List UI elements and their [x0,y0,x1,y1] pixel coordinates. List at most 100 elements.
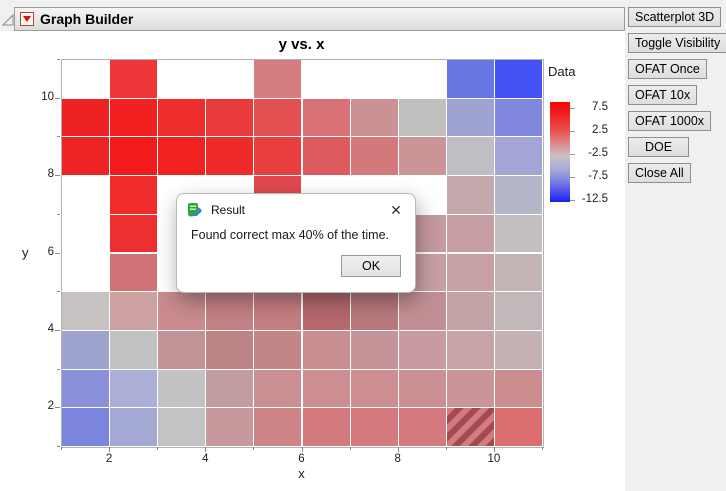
heatmap-cell[interactable] [350,369,398,408]
button-scatterplot-3d[interactable]: Scatterplot 3D [628,7,722,27]
red-triangle-menu-button[interactable] [20,12,34,26]
heatmap-cell[interactable] [62,330,110,369]
heatmap-cell[interactable] [302,137,350,176]
heatmap-cell[interactable] [446,253,494,292]
heatmap-cell[interactable] [494,214,542,253]
close-icon[interactable]: ✕ [390,202,402,218]
heatmap-cell[interactable] [110,214,158,253]
heatmap-cell[interactable] [110,369,158,408]
heatmap-cell[interactable] [494,330,542,369]
heatmap-cell[interactable] [62,369,110,408]
heatmap-cell[interactable] [302,369,350,408]
heatmap-cell[interactable] [206,369,254,408]
button-ofat-1000x[interactable]: OFAT 1000x [628,111,712,131]
heatmap-cell[interactable] [254,137,302,176]
heatmap-cell[interactable] [398,98,446,137]
heatmap-cell[interactable] [446,330,494,369]
heatmap-cell[interactable] [302,408,350,446]
heatmap-cell[interactable] [398,330,446,369]
heatmap-cell[interactable] [350,408,398,446]
heatmap-cell[interactable] [302,60,350,98]
heatmap-cell[interactable] [446,137,494,176]
heatmap-cell[interactable] [254,408,302,446]
y-tick-label: 4 [47,322,54,335]
heatmap-cell[interactable] [494,369,542,408]
heatmap-cell[interactable] [350,330,398,369]
heatmap-cell[interactable] [110,408,158,446]
legend-tick [570,154,575,155]
heatmap-cell[interactable] [446,176,494,214]
heatmap-cell[interactable] [110,137,158,176]
heatmap-cell[interactable] [158,292,206,330]
outline-collapse-icon[interactable] [2,12,14,26]
heatmap-cell[interactable] [110,253,158,292]
heatmap-cell[interactable] [494,137,542,176]
heatmap-cell[interactable] [62,253,110,292]
heatmap-cell[interactable] [494,408,542,446]
outline-title-bar[interactable]: Graph Builder [14,7,625,31]
heatmap-cell[interactable] [206,408,254,446]
heatmap-cell[interactable] [254,369,302,408]
heatmap-cell[interactable] [62,214,110,253]
heatmap-cell[interactable] [446,214,494,253]
heatmap-cell[interactable] [446,98,494,137]
heatmap-cell[interactable] [62,176,110,214]
heatmap-cell[interactable] [110,330,158,369]
heatmap-cell[interactable] [158,60,206,98]
heatmap-cell[interactable] [350,137,398,176]
button-toggle-visibility[interactable]: Toggle Visibility [628,33,726,53]
heatmap-cell[interactable] [350,60,398,98]
heatmap-cell[interactable] [110,98,158,137]
heatmap-cell[interactable] [158,137,206,176]
heatmap-cell[interactable] [62,60,110,98]
heatmap-cell[interactable] [446,292,494,330]
heatmap-cell[interactable] [446,369,494,408]
button-doe[interactable]: DOE [628,137,690,157]
button-ofat-10x[interactable]: OFAT 10x [628,85,698,105]
heatmap-cell[interactable] [302,98,350,137]
heatmap-cell[interactable] [254,330,302,369]
heatmap-cell[interactable] [158,408,206,446]
heatmap-cell[interactable] [254,292,302,330]
result-dialog-titlebar[interactable]: Result ✕ [177,194,415,224]
heatmap-cell[interactable] [158,369,206,408]
heatmap-cell[interactable] [494,98,542,137]
heatmap-cell[interactable] [62,98,110,137]
heatmap-cell[interactable] [494,60,542,98]
heatmap-cell[interactable] [110,292,158,330]
heatmap-cell[interactable] [398,137,446,176]
heatmap-cell[interactable] [62,137,110,176]
heatmap-cell[interactable] [206,60,254,98]
heatmap-cell[interactable] [398,292,446,330]
button-ofat-once[interactable]: OFAT Once [628,59,707,79]
ok-button[interactable]: OK [341,255,401,277]
legend-tick [570,108,575,109]
heatmap-cell[interactable] [494,253,542,292]
heatmap-cell[interactable] [206,292,254,330]
heatmap-cell[interactable] [494,176,542,214]
heatmap-cell-highlighted[interactable] [446,408,494,446]
legend-color-gradient[interactable] [550,102,570,202]
heatmap-cell[interactable] [494,292,542,330]
heatmap-cell[interactable] [254,60,302,98]
heatmap-cell[interactable] [302,330,350,369]
heatmap-cell[interactable] [302,292,350,330]
heatmap-cell[interactable] [398,369,446,408]
red-triangle-icon [23,16,31,22]
heatmap-cell[interactable] [254,98,302,137]
heatmap-cell[interactable] [110,176,158,214]
heatmap-cell[interactable] [350,292,398,330]
heatmap-cell[interactable] [62,408,110,446]
heatmap-cell[interactable] [206,98,254,137]
heatmap-cell[interactable] [398,408,446,446]
heatmap-cell[interactable] [110,60,158,98]
heatmap-cell[interactable] [398,60,446,98]
heatmap-cell[interactable] [446,60,494,98]
heatmap-cell[interactable] [206,330,254,369]
heatmap-cell[interactable] [62,292,110,330]
button-close-all[interactable]: Close All [628,163,691,183]
heatmap-cell[interactable] [158,330,206,369]
heatmap-cell[interactable] [206,137,254,176]
heatmap-cell[interactable] [158,98,206,137]
heatmap-cell[interactable] [350,98,398,137]
